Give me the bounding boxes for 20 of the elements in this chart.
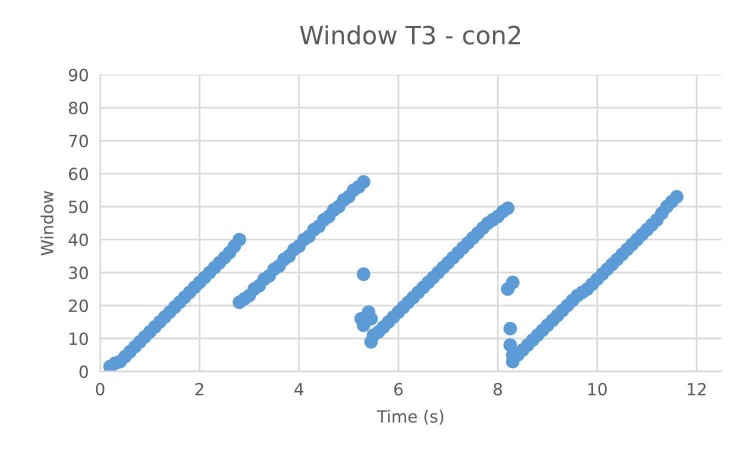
x-tick-label: 2 — [195, 382, 204, 396]
y-tick-label: 40 — [68, 234, 88, 246]
y-tick-label: 0 — [80, 365, 88, 378]
chart-title: Window T3 - con2 — [300, 25, 520, 45]
y-tick-label: 90 — [68, 68, 88, 82]
x-tick-label: 8 — [494, 382, 502, 396]
y-tick-label: 80 — [68, 102, 88, 114]
y-tick-label: 70 — [69, 134, 88, 148]
y-axis-title: Window — [40, 190, 54, 256]
y-tick-label: 10 — [70, 332, 88, 346]
x-tick-label: 6 — [394, 382, 403, 396]
x-tick-label: 12 — [688, 382, 706, 396]
x-tick-label: 4 — [294, 383, 304, 396]
x-axis-title: Time (s) — [376, 410, 444, 425]
y-tick-label: 20 — [69, 299, 88, 312]
y-tick-label: 30 — [69, 266, 88, 280]
y-tick-label: 50 — [69, 200, 88, 214]
y-tick-label: 60 — [68, 168, 88, 180]
x-tick-label: 0 — [96, 382, 104, 396]
x-tick-label: 10 — [588, 382, 607, 396]
